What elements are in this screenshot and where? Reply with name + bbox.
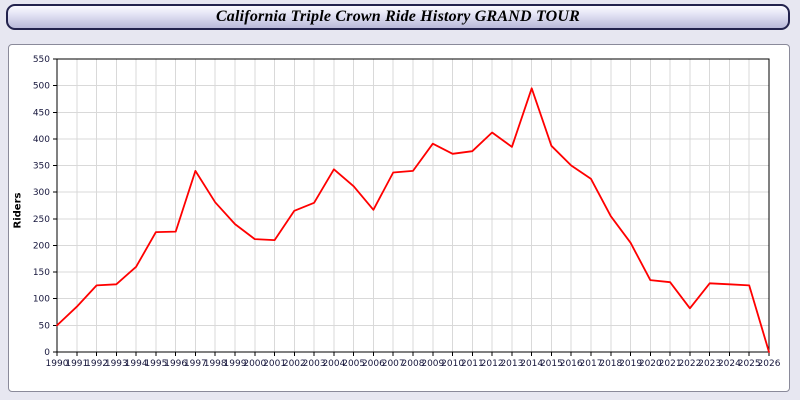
svg-text:2013: 2013 [500,359,523,369]
svg-text:200: 200 [33,242,50,252]
svg-text:1993: 1993 [105,359,128,369]
svg-text:2015: 2015 [540,359,563,369]
svg-text:2005: 2005 [342,359,365,369]
svg-text:2020: 2020 [639,359,662,369]
svg-text:350: 350 [33,162,50,172]
svg-text:1995: 1995 [144,359,167,369]
title-bar: California Triple Crown Ride History GRA… [6,4,790,30]
svg-text:100: 100 [33,295,50,305]
svg-text:2007: 2007 [382,359,405,369]
svg-text:150: 150 [33,268,50,278]
svg-text:2026: 2026 [758,359,781,369]
svg-text:250: 250 [33,215,50,225]
page-title: California Triple Crown Ride History GRA… [215,8,581,25]
svg-text:2001: 2001 [263,359,286,369]
svg-text:550: 550 [33,55,50,65]
svg-text:1994: 1994 [125,359,148,369]
svg-text:50: 50 [39,321,51,331]
svg-text:1992: 1992 [85,359,108,369]
line-chart: 0501001502002503003504004505005501990199… [33,55,781,369]
svg-text:2016: 2016 [560,359,583,369]
svg-text:2019: 2019 [619,359,642,369]
svg-text:2006: 2006 [362,359,385,369]
svg-text:2022: 2022 [678,359,701,369]
svg-text:2024: 2024 [718,359,741,369]
svg-text:2025: 2025 [738,359,761,369]
svg-text:2009: 2009 [421,359,444,369]
svg-text:0: 0 [44,348,50,358]
svg-text:450: 450 [33,108,50,118]
svg-text:300: 300 [33,188,50,198]
svg-text:2021: 2021 [659,359,682,369]
svg-text:1998: 1998 [204,359,227,369]
svg-text:2017: 2017 [580,359,603,369]
svg-text:2002: 2002 [283,359,306,369]
svg-text:1997: 1997 [184,359,207,369]
svg-text:2012: 2012 [481,359,504,369]
svg-text:2023: 2023 [698,359,721,369]
svg-text:2011: 2011 [461,359,484,369]
svg-text:1996: 1996 [164,359,187,369]
svg-text:2003: 2003 [303,359,326,369]
svg-text:2018: 2018 [599,359,622,369]
svg-text:2008: 2008 [402,359,425,369]
svg-text:1999: 1999 [224,359,247,369]
svg-text:2000: 2000 [243,359,266,369]
chart-panel: Riders 0 50 100 150 200 250 300 350 400 450 500 550… [8,44,790,392]
svg-text:500: 500 [33,82,50,92]
svg-text:1991: 1991 [65,359,88,369]
svg-text:1990: 1990 [46,359,69,369]
y-axis-label: Riders [12,192,24,229]
svg-text:2010: 2010 [441,359,464,369]
svg-text:2004: 2004 [322,359,345,369]
svg-text:2014: 2014 [520,359,543,369]
svg-text:400: 400 [33,135,50,145]
